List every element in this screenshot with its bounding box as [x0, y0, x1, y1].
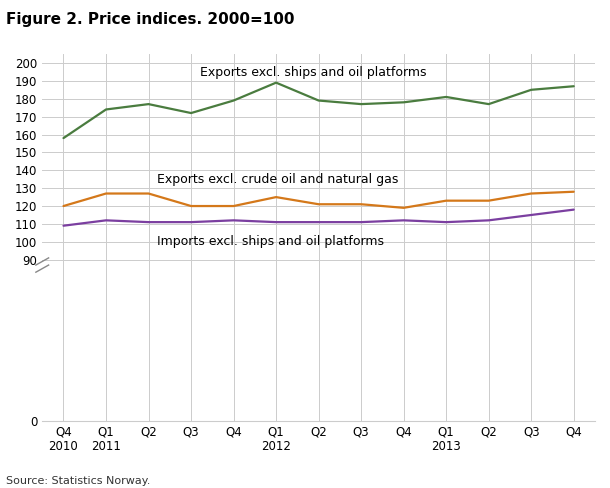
- Text: Imports excl. ships and oil platforms: Imports excl. ships and oil platforms: [157, 235, 384, 247]
- Text: Exports excl. ships and oil platforms: Exports excl. ships and oil platforms: [199, 66, 426, 79]
- Text: Figure 2. Price indices. 2000=100: Figure 2. Price indices. 2000=100: [6, 12, 295, 27]
- Text: Source: Statistics Norway.: Source: Statistics Norway.: [6, 476, 151, 486]
- Text: Exports excl. crude oil and natural gas: Exports excl. crude oil and natural gas: [157, 173, 398, 186]
